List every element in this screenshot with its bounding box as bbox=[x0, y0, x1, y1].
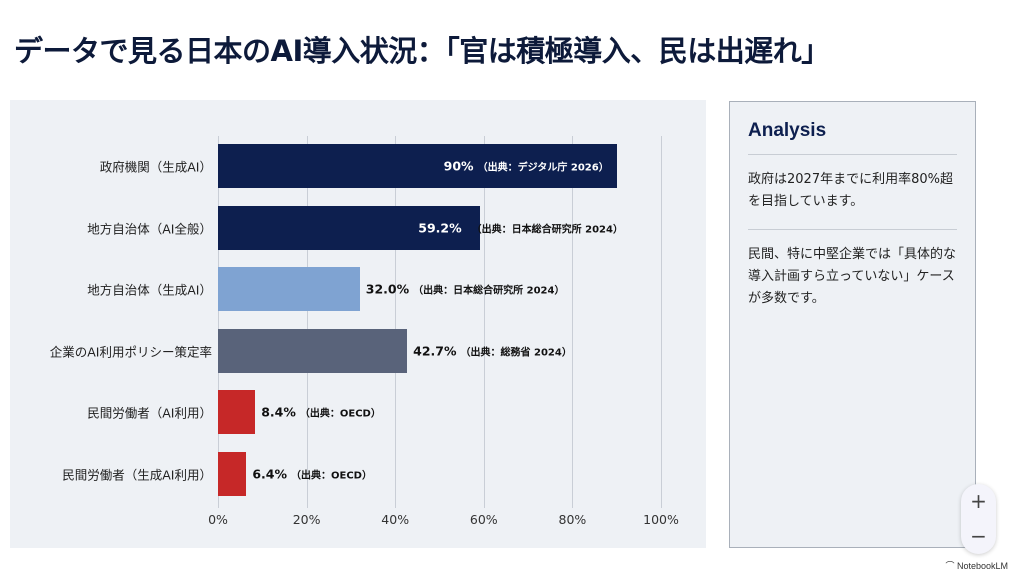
bar bbox=[218, 390, 256, 435]
data-label: 59.2% （出典：日本総合研究所 2024） bbox=[418, 220, 623, 235]
bar bbox=[218, 205, 481, 250]
value-label: 59.2% bbox=[418, 220, 462, 236]
gridline bbox=[572, 136, 574, 508]
data-label: 6.4% （出典：OECD） bbox=[252, 467, 372, 482]
analysis-note: 民間、特に中堅企業では「具体的な導入計画すら立っていない」ケースが多数です。 bbox=[748, 229, 957, 326]
bar bbox=[218, 144, 617, 188]
source-label: （出典：総務省 2024） bbox=[460, 347, 572, 359]
source-label: （出典：OECD） bbox=[299, 408, 381, 420]
source-label: （出典：デジタル庁 2026） bbox=[477, 162, 609, 174]
x-tick-label: 0% bbox=[208, 512, 228, 527]
category-label: 民間労働者（AI利用） bbox=[87, 405, 212, 421]
zoom-out-button[interactable]: − bbox=[970, 524, 987, 548]
category-label: 企業のAI利用ポリシー策定率 bbox=[49, 344, 212, 360]
source-label: （出典：日本総合研究所 2024） bbox=[413, 285, 565, 297]
gridline bbox=[306, 136, 308, 508]
brand-label: NotebookLM bbox=[956, 561, 1008, 571]
zoom-in-button[interactable]: + bbox=[970, 489, 987, 513]
value-label: 8.4% bbox=[261, 404, 296, 420]
gridline bbox=[218, 136, 219, 508]
value-label: 90% bbox=[443, 158, 474, 174]
category-label: 政府機関（生成AI） bbox=[99, 159, 212, 175]
category-label: 地方自治体（生成AI） bbox=[87, 282, 212, 298]
data-label: 90% （出典：デジタル庁 2026） bbox=[444, 159, 609, 174]
source-label: （出典：OECD） bbox=[291, 470, 372, 482]
value-label: 42.7% bbox=[413, 343, 457, 359]
data-label: 8.4% （出典：OECD） bbox=[261, 405, 381, 420]
analysis-note: 政府は2027年までに利用率80%超を目指しています。 bbox=[748, 172, 953, 209]
gridline bbox=[483, 136, 485, 508]
analysis-heading: Analysis bbox=[748, 120, 957, 155]
x-tick-label: 20% bbox=[292, 512, 321, 527]
data-label: 42.7% （出典：総務省 2024） bbox=[413, 343, 572, 358]
bar bbox=[218, 267, 360, 312]
bar bbox=[218, 452, 247, 496]
source-label: （出典：日本総合研究所 2024） bbox=[471, 224, 623, 236]
brand-icon: ⌒ bbox=[945, 561, 957, 571]
analysis-panel: Analysis 政府は2027年までに利用率80%超を目指しています。 民間、… bbox=[729, 101, 976, 548]
category-label: 地方自治体（AI全般） bbox=[87, 221, 212, 237]
page-title: データで見る日本のAI導入状況：「官は積極導入、民は出遅れ」 bbox=[14, 34, 830, 68]
data-label: 32.0% （出典：日本総合研究所 2024） bbox=[366, 282, 565, 297]
bar-chart: 0% 20% 40% 60% 80% 100% 政府機関（生成AI） 90% （出典：デジタル庁… bbox=[10, 100, 706, 548]
x-tick-label: 40% bbox=[381, 512, 410, 527]
gridline bbox=[395, 136, 397, 508]
value-label: 6.4% bbox=[252, 466, 288, 482]
value-label: 32.0% bbox=[365, 281, 410, 297]
x-tick-label: 60% bbox=[469, 512, 498, 527]
category-label: 民間労働者（生成AI利用） bbox=[62, 467, 212, 483]
x-tick-label: 80% bbox=[558, 512, 587, 527]
x-tick-label: 100% bbox=[643, 512, 679, 527]
bar bbox=[218, 328, 408, 373]
gridline bbox=[661, 136, 662, 508]
notebooklm-logo: ⌒ NotebookLM bbox=[945, 559, 1008, 572]
plot-area: 0% 20% 40% 60% 80% 100% 政府機関（生成AI） 90% （出典：デジタル庁… bbox=[10, 100, 706, 548]
zoom-control: + − bbox=[961, 484, 996, 554]
